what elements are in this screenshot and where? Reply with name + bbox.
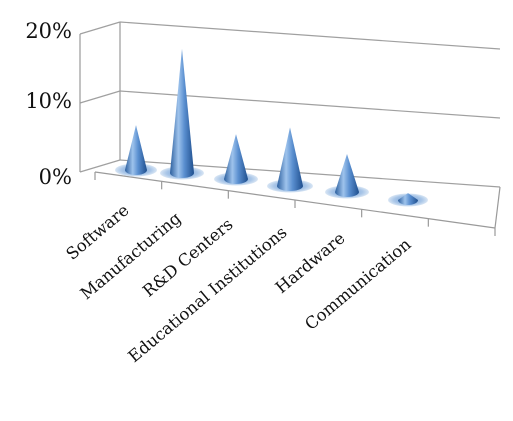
side-gridline-10 [79, 90, 121, 104]
y-tick-label-20: 20% [25, 19, 72, 43]
cone-0 [115, 125, 157, 177]
floor-right-edge [494, 186, 501, 229]
side-gridline-0 [79, 159, 121, 173]
cone-2 [214, 134, 258, 186]
cone-4 [325, 154, 369, 199]
cone-3 [267, 127, 313, 193]
axes [79, 22, 501, 236]
y-tick-label-0: 0% [39, 165, 72, 189]
gridline-20 [119, 21, 501, 50]
cone-body [398, 193, 418, 205]
y-tick-label-10: 10% [25, 89, 72, 113]
cone-body [277, 127, 303, 191]
cone-body [170, 48, 194, 178]
side-gridline-20 [79, 21, 121, 35]
cones [115, 48, 428, 207]
cone-body [335, 154, 359, 197]
cone-5 [388, 193, 428, 207]
cone-body [224, 134, 248, 184]
cone-body [125, 125, 147, 175]
cone-1 [160, 48, 204, 180]
